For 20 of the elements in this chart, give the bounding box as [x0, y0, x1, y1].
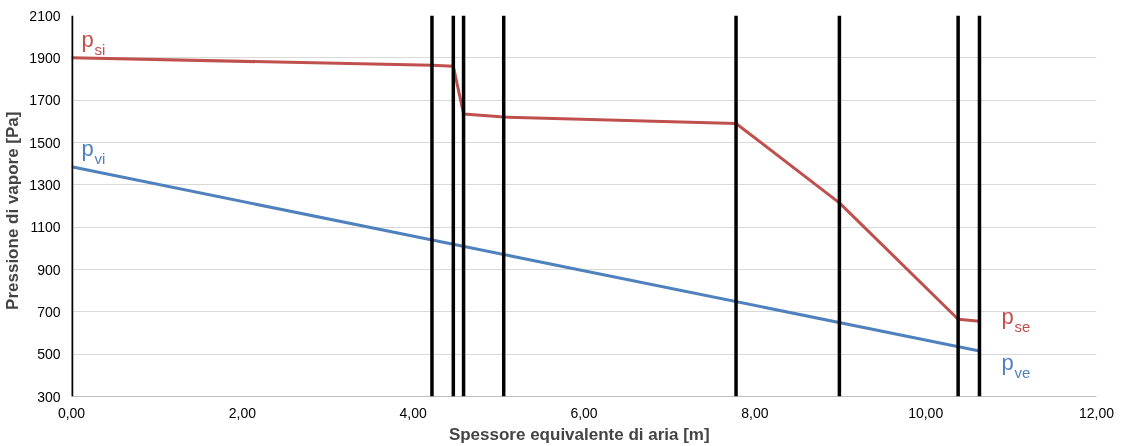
y-tick-label: 500 — [37, 346, 61, 363]
x-tick-label: 0,00 — [57, 404, 86, 421]
y-tick-label: 1300 — [29, 176, 61, 193]
y-tick-label: 1500 — [29, 134, 61, 151]
y-tick-label: 1900 — [29, 49, 61, 66]
y-tick-label: 700 — [37, 303, 61, 320]
y-axis-title: Pressione di vapore [Pa] — [3, 111, 23, 310]
x-tick-label: 6,00 — [570, 404, 598, 421]
y-tick-label: 2100 — [29, 7, 61, 24]
x-tick-label: 2,00 — [228, 404, 257, 421]
x-tick-label: 8,00 — [741, 404, 769, 421]
y-tick-label: 1700 — [29, 92, 61, 109]
x-axis-title: Spessore equivalente di aria [m] — [448, 424, 710, 444]
x-tick-label: 12,00 — [1078, 404, 1115, 421]
x-tick-label: 10,00 — [908, 404, 944, 421]
y-tick-label: 1100 — [30, 219, 61, 236]
y-tick-label: 900 — [37, 261, 61, 278]
line-series — [71, 56, 981, 323]
x-tick-label: 4,00 — [399, 404, 427, 421]
y-tick-label: 300 — [37, 388, 61, 405]
